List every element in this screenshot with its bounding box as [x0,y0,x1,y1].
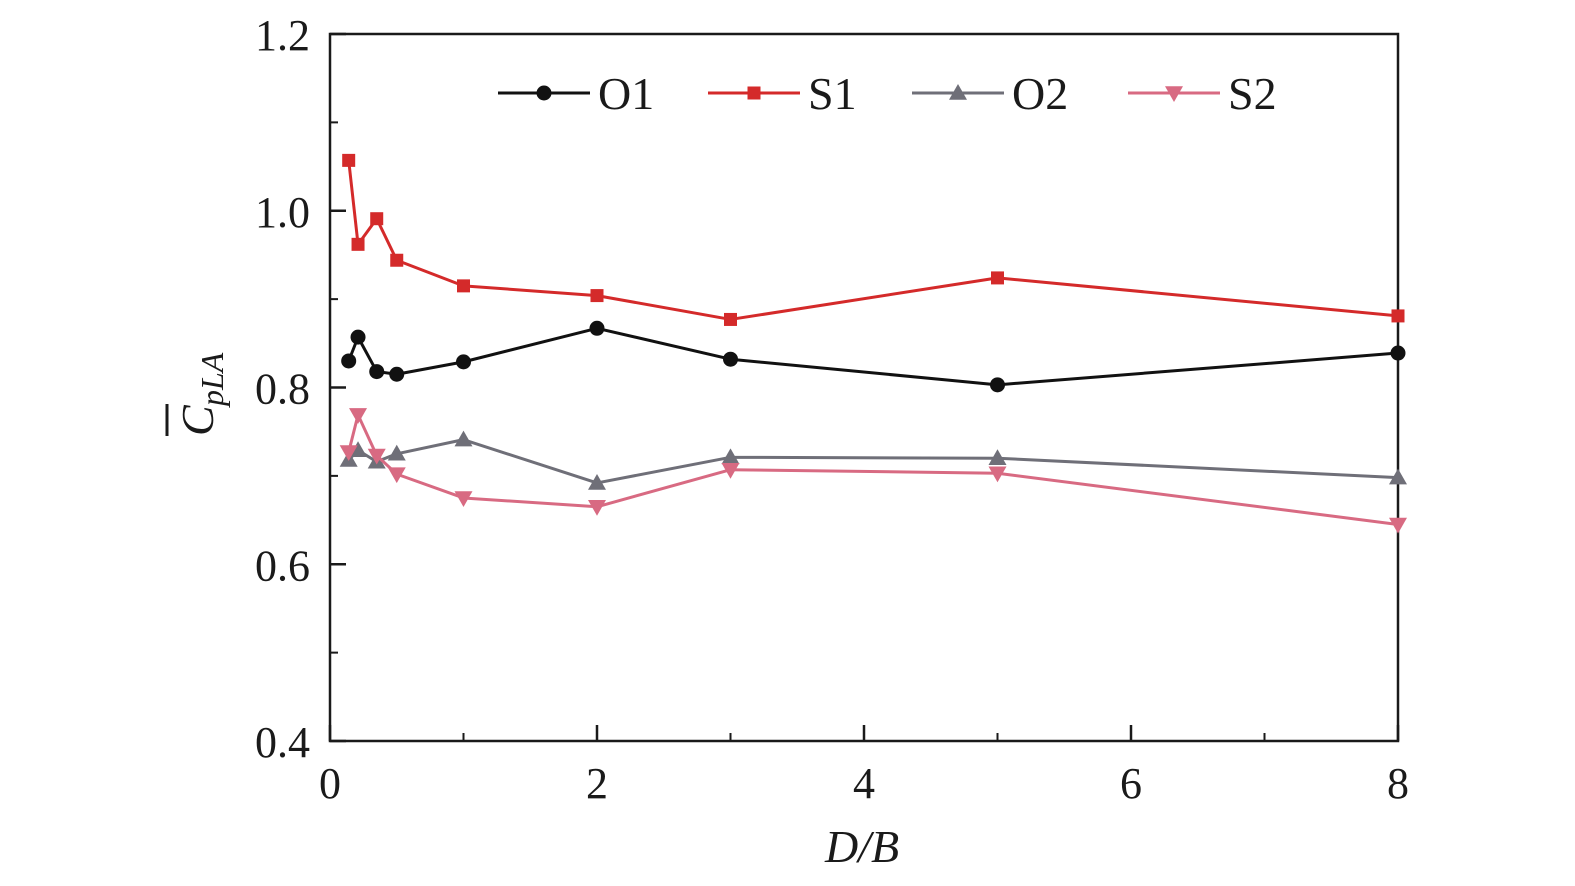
data-point-o2-1 [349,441,368,457]
data-point-o1-0 [341,353,357,369]
data-point-o2-7 [988,449,1007,465]
data-point-s1-1 [351,237,365,251]
series-layer [339,153,1407,534]
y-axis-title-subscript: pLA [194,352,230,408]
data-point-s1-6 [724,312,737,326]
data-point-o1-3 [389,366,405,382]
legend-item-s2: S2 [1128,68,1277,119]
data-point-s2-8 [1389,517,1407,534]
series-s2 [339,408,1407,534]
y-tick-label-1.2: 1.2 [255,11,310,60]
data-point-o1-5 [589,320,605,336]
series-s1 [342,153,1405,326]
data-point-s2-7 [988,466,1007,483]
x-axis-title: D/B [824,821,899,872]
y-tick-label-0.4: 0.4 [255,718,310,767]
legend: O1 S1 O2 S2 [498,68,1277,119]
legend-label-o1: O1 [598,68,654,119]
x-tick-label-6: 6 [1120,759,1142,808]
x-tick-label-8: 8 [1387,759,1409,808]
data-point-o2-8 [1389,468,1407,485]
series-line-o2 [347,438,1399,485]
legend-item-o1: O1 [498,68,654,119]
data-point-s1-0 [342,153,356,167]
legend-item-s1: S1 [708,68,857,119]
data-point-o2-4 [454,430,473,447]
data-point-s2-1 [349,408,368,424]
data-point-s1-3 [390,253,404,267]
y-tick-label-1: 1.0 [255,188,310,237]
legend-marker-o1 [536,85,552,101]
data-point-s2-3 [387,467,406,484]
legend-marker-s2 [1165,86,1183,102]
data-point-o2-6 [721,448,740,465]
x-tick-label-2: 2 [586,759,608,808]
y-tick-label-0.8: 0.8 [255,365,310,414]
legend-marker-s1 [747,86,761,100]
data-point-o1-4 [456,354,471,370]
series-line-o1 [347,326,1399,387]
legend-label-s1: S1 [808,68,857,119]
x-tick-label-4: 4 [853,759,875,808]
y-axis-title-main: C [172,404,223,436]
data-point-o1-1 [350,329,366,345]
data-point-o1-8 [1390,345,1406,361]
data-point-s1-5 [590,289,604,303]
data-point-s2-6 [721,462,740,479]
y-tick-label-0.6: 0.6 [255,541,310,590]
legend-label-s2: S2 [1228,68,1277,119]
series-line-s1 [347,160,1399,321]
data-point-s1-7 [991,271,1004,285]
data-point-s2-0 [339,445,358,462]
data-point-s1-2 [370,212,384,226]
x-tick-label-0: 0 [319,759,341,808]
data-point-o1-6 [723,351,738,367]
data-point-o1-2 [369,364,385,380]
data-point-o2-3 [387,444,406,461]
data-point-s2-2 [367,448,386,465]
legend-marker-o2 [949,84,967,100]
data-point-s2-4 [454,491,473,507]
y-axis-title: C pLA [165,352,230,436]
legend-label-o2: O2 [1012,68,1068,119]
plot-frame [328,32,1400,743]
axes: 0 2 4 6 8 0.4 0.6 0.8 1.0 1.2 [255,11,1409,808]
data-point-s2-5 [588,500,606,516]
data-point-s1-8 [1391,309,1405,323]
series-o1 [341,320,1406,393]
data-point-o1-7 [990,377,1005,393]
legend-item-o2: O2 [912,68,1068,119]
series-o2 [339,430,1407,490]
data-point-s1-4 [457,279,470,293]
data-point-o2-5 [588,473,606,490]
